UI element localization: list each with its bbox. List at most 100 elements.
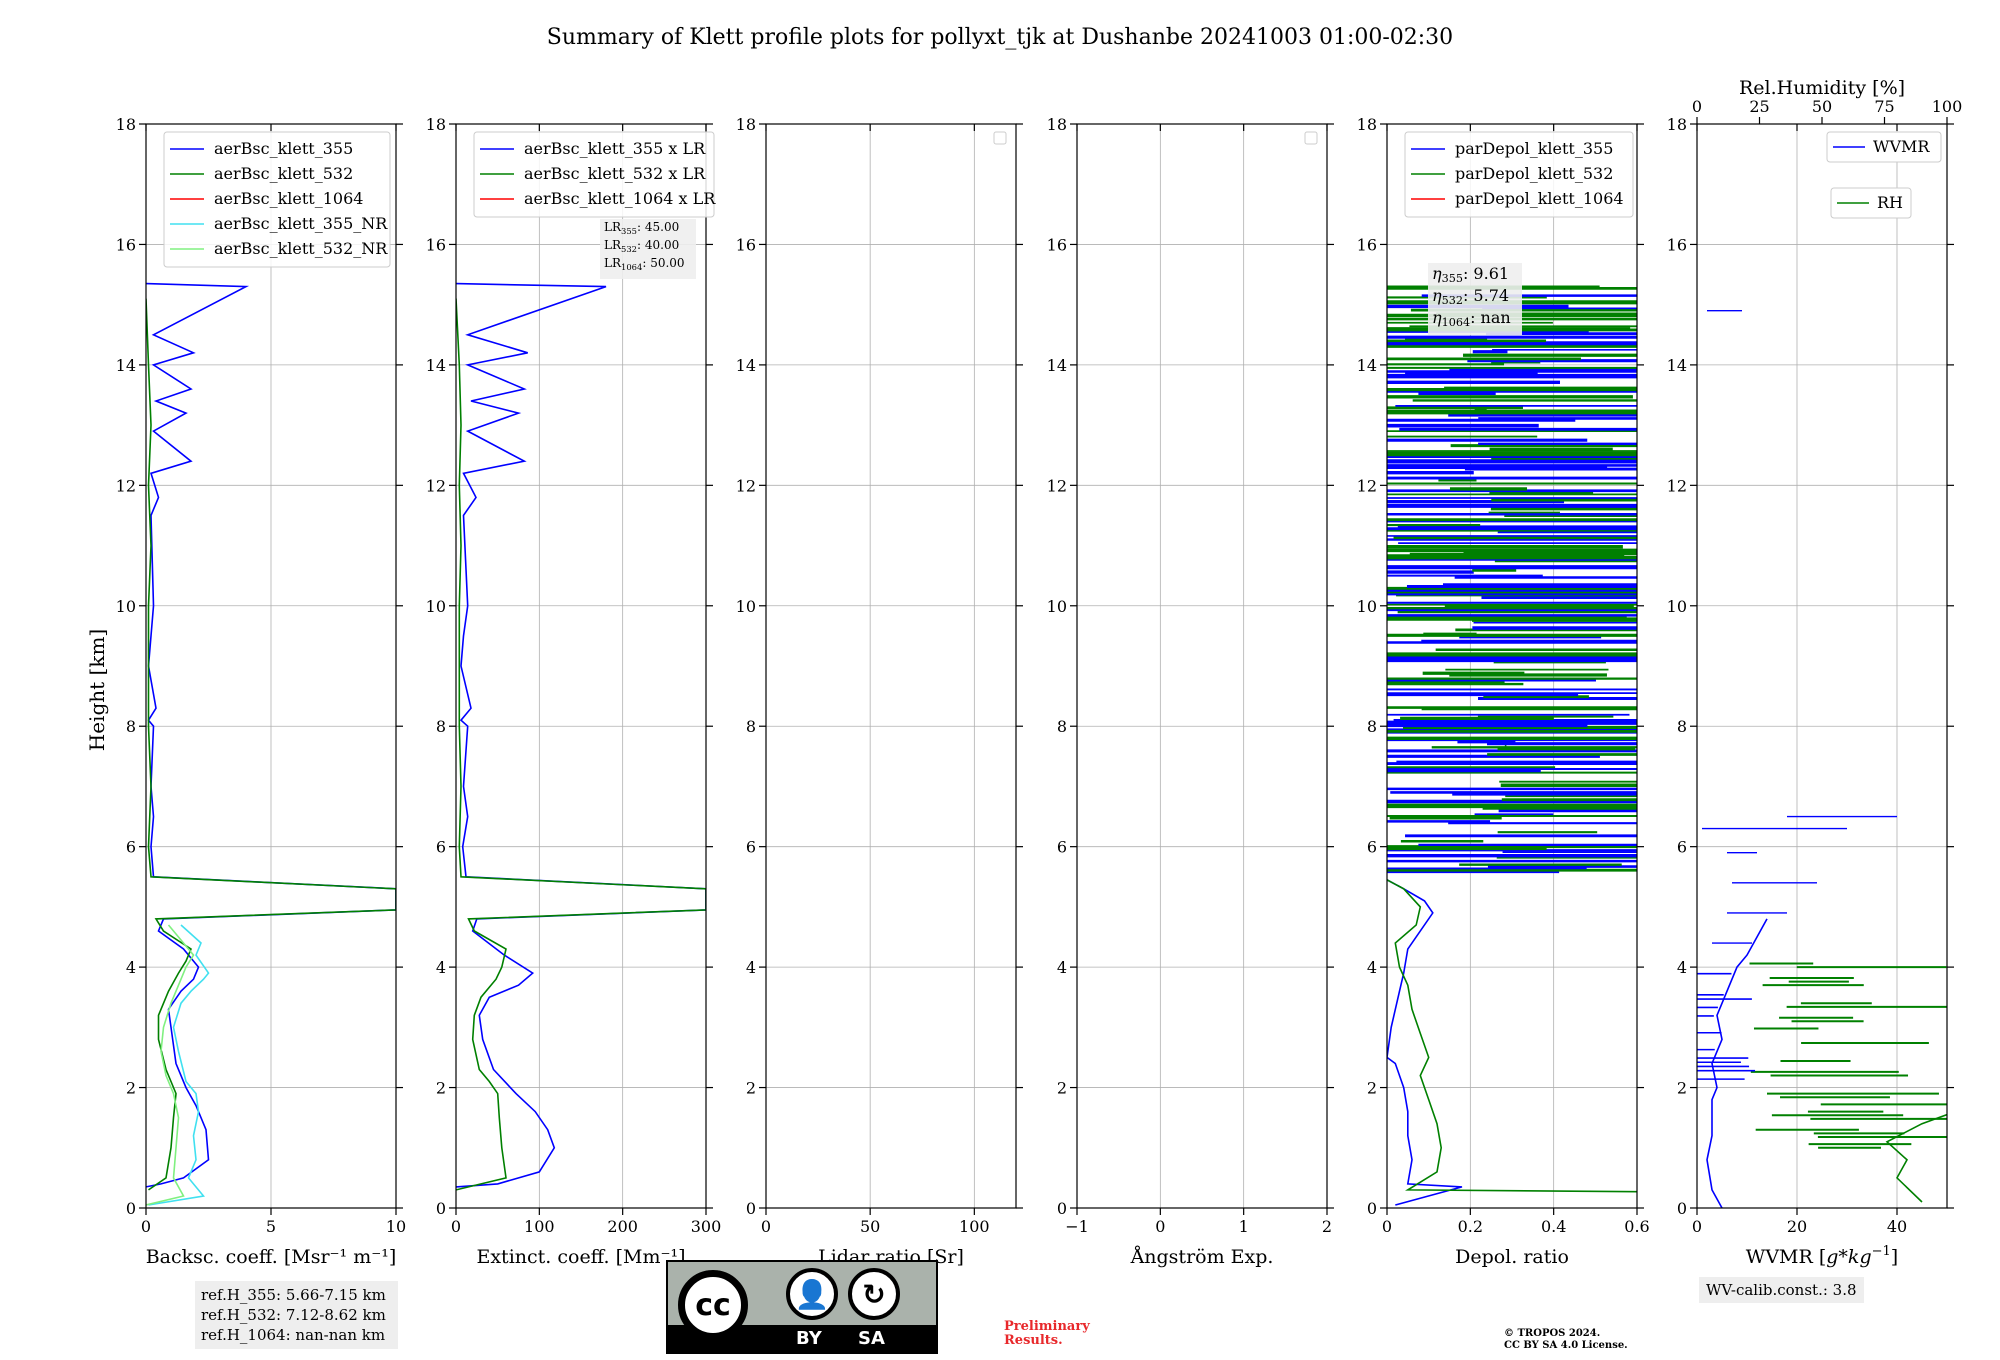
y-tick-label: 16 [1357,235,1377,254]
x-tick-label: 1 [1239,1217,1249,1236]
x-tick-label: 20 [1787,1217,1807,1236]
series-group [456,282,706,1191]
y-tick-label: 2 [1057,1079,1067,1098]
series-group [1706,918,1947,1208]
x-axis-label: WVMR [g*kg−1] [1746,1244,1898,1268]
ref-height-532: ref.H_532: 7.12-8.62 km [201,1306,386,1324]
preliminary-line-1: Preliminary [1004,1319,1090,1334]
series-line-wvmr [1706,918,1768,1208]
legend-label: aerBsc_klett_532 x LR [524,164,706,183]
annotation-text: LR532: 40.00 [604,238,679,254]
x-tick-label: 40 [1887,1217,1907,1236]
legend-box [1830,187,1912,219]
panel-5: 0 0.2 0.4 0.6 0 2 4 6 8 10 12 14 16 18 Depol. ratio par… [1357,115,1650,1268]
legend-box [473,131,715,218]
y-tick-label: 10 [736,597,756,616]
depol-noise-band [1387,285,1637,874]
x-tick-label: 0 [141,1217,151,1236]
y-tick-label: 12 [116,476,136,495]
cc-by-sa-license-icon: cc 👤 ↻ BY SA [666,1260,938,1354]
reference-height-box: ref.H_355: 5.66-7.15 km ref.H_532: 7.12-… [195,1281,398,1349]
y-tick-label: 12 [1047,476,1067,495]
y-tick-label: 4 [746,958,756,977]
y-tick-label: 18 [736,115,756,134]
panel-1: 0 5 10 0 2 4 6 8 10 12 14 16 18 Backsc. coeff. [Msr⁻¹… [116,115,407,1268]
series-line-aerbsc-klett-355-nr [148,924,210,1206]
y-tick-label: 10 [1047,597,1067,616]
y-tick-label: 6 [1367,838,1377,857]
legend-label: aerBsc_klett_355 x LR [524,139,706,158]
x-tick-label: 2 [1322,1217,1332,1236]
y-tick-label: 0 [1677,1199,1687,1218]
y-tick-label: 8 [1367,717,1377,736]
legend-box [1404,131,1634,218]
y-tick-label: 14 [1667,356,1687,375]
x2-tick-label: 25 [1749,97,1769,116]
y-tick-label: 10 [116,597,136,616]
empty-legend-box [993,131,1007,145]
y-tick-label: 2 [1677,1079,1687,1098]
series-line-aerbsc-klett-355-x-lr [456,282,706,1188]
y-tick-label: 14 [426,356,446,375]
y-tick-label: 18 [1357,115,1377,134]
panel-2: 0 100 200 300 0 2 4 6 8 10 12 14 16 18 Extinct. coeff.… [426,115,722,1268]
y-tick-label: 10 [1667,597,1687,616]
legend-box [1826,131,1942,163]
x2-tick-label: 100 [1932,97,1963,116]
x-axis-label: Backsc. coeff. [Msr⁻¹ m⁻¹] [146,1246,397,1268]
y-tick-label: 16 [1667,235,1687,254]
y-tick-label: 10 [426,597,446,616]
y-tick-label: 18 [426,115,446,134]
y-tick-label: 0 [746,1199,756,1218]
y-tick-label: 14 [1047,356,1067,375]
preliminary-results-note: Preliminary Results. [1004,1320,1090,1348]
y-tick-label: 14 [116,356,136,375]
x2-tick-label: 0 [1692,97,1702,116]
figure-title: Summary of Klett profile plots for polly… [547,25,1453,50]
x-tick-label: −1 [1065,1217,1089,1236]
y-tick-label: 6 [746,838,756,857]
x-tick-label: 50 [860,1217,880,1236]
y-axis-label: Height [km] [85,629,109,751]
empty-legend-box [1304,131,1318,145]
y-tick-label: 4 [1677,958,1687,977]
y-tick-label: 4 [1057,958,1067,977]
x-tick-label: 10 [386,1217,406,1236]
y-tick-label: 4 [436,958,446,977]
y-tick-label: 4 [126,958,136,977]
y-tick-label: 16 [736,235,756,254]
legend-label: aerBsc_klett_532_NR [214,239,388,258]
share-alike-icon: ↻ [848,1268,900,1320]
x-tick-label: 0.4 [1541,1217,1566,1236]
y-tick-label: 18 [1667,115,1687,134]
license-sa-label: SA [858,1328,885,1349]
y-tick-label: 8 [1057,717,1067,736]
ref-height-1064: ref.H_1064: nan-nan km [201,1326,386,1344]
legend-label: parDepol_klett_532 [1455,164,1613,183]
wv-calibration-box: WV-calib.const.: 3.8 [1699,1277,1864,1303]
y-tick-label: 6 [126,838,136,857]
y-tick-label: 16 [426,235,446,254]
legend-label: aerBsc_klett_1064 [214,189,363,208]
y-tick-label: 8 [436,717,446,736]
x-tick-label: 100 [959,1217,990,1236]
y-tick-label: 12 [426,476,446,495]
legend-label: aerBsc_klett_532 [214,164,353,183]
legend-label: aerBsc_klett_355_NR [214,214,388,233]
legend-label: aerBsc_klett_1064 x LR [524,189,716,208]
copyright-line-2: CC BY SA 4.0 License. [1504,1340,1628,1351]
x-tick-label: 0.6 [1624,1217,1649,1236]
series-line-pardepol-klett-532 [1387,879,1637,1193]
axes-frame [765,123,1017,1209]
y-tick-label: 8 [1677,717,1687,736]
series-line-aerbsc-klett-532-nr [146,924,195,1206]
copyright-line-1: © TROPOS 2024. [1504,1328,1601,1339]
y-tick-label: 2 [436,1079,446,1098]
y-tick-label: 8 [126,717,136,736]
y-tick-label: 6 [1677,838,1687,857]
attribution-person-icon: 👤 [786,1268,838,1320]
y-tick-label: 0 [126,1199,136,1218]
wv-extra-segments [1697,309,1947,1149]
x-axis-label: Depol. ratio [1455,1246,1569,1268]
annotation-text: LR355: 45.00 [604,220,679,236]
